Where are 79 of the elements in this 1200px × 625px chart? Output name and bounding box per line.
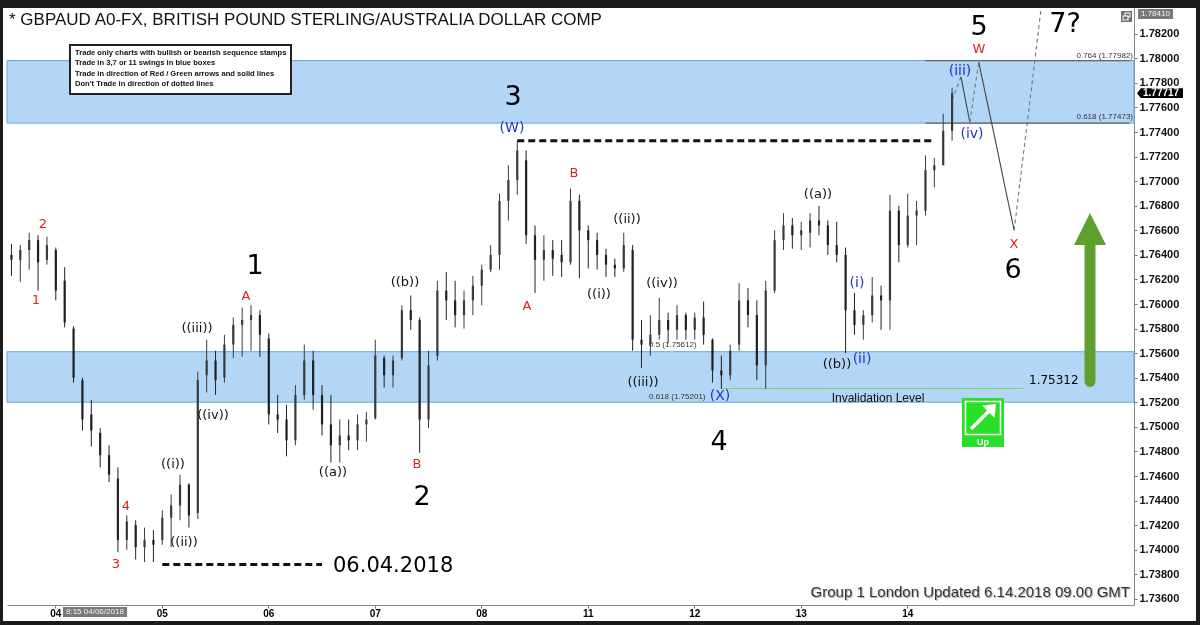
x-tick-label: 05 (156, 607, 169, 619)
annotation: (W) (499, 119, 525, 135)
annotation: (iii) (948, 62, 972, 78)
annotation: ((a)) (803, 185, 833, 201)
annotation: 5 (970, 9, 988, 41)
y-tick-label: 1.78200 (1139, 27, 1180, 40)
annotation: 06.04.2018 (333, 552, 454, 577)
annotation: 7? (1049, 6, 1081, 38)
annotation: (ii) (852, 350, 872, 366)
y-tick-label: 1.73800 (1139, 567, 1180, 580)
annotation: 0.764 (1.77982) (1076, 51, 1133, 60)
y-tick-label: 1.77600 (1139, 101, 1180, 113)
y-tick-label: 1.77000 (1139, 174, 1180, 187)
annotation: Group 1 London Updated 6.14.2018 09.00 GMT (810, 583, 1130, 600)
annotation: 2 (38, 215, 48, 231)
annotation: 0.618 (1.77473) (1076, 112, 1133, 121)
y-tick-label: 1.73600 (1139, 592, 1180, 605)
annotation: A (522, 297, 532, 313)
chart-title: * GBPAUD A0-FX, BRITISH POUND STERLING/AUSTRALIA DOLLAR COMP (9, 10, 602, 29)
annotation: 4 (710, 424, 728, 456)
annotation: W (972, 40, 986, 56)
annotation: ((a)) (318, 463, 348, 479)
y-tick-label: 1.77400 (1139, 125, 1180, 138)
annotation: X (1009, 235, 1019, 251)
y-tick-label: 1.76800 (1139, 199, 1180, 212)
y-tick-label: 1.76200 (1139, 272, 1180, 285)
annotation: 0.618 (1.75201) (649, 392, 706, 401)
annotation: 1 (31, 291, 41, 307)
y-tick-label: 1.74000 (1139, 543, 1180, 556)
y-tick-label: 1.78000 (1139, 51, 1180, 64)
annotation: B (569, 164, 579, 180)
annotation: 1 (246, 248, 264, 280)
annotation: ((iii)) (627, 373, 659, 389)
x-tick-label: 08 (476, 607, 488, 619)
text: 1.77717 (1137, 87, 1184, 99)
annotation: ((ii)) (613, 210, 641, 226)
y-tick-label: 1.75600 (1139, 346, 1180, 359)
annotation: B (412, 455, 422, 471)
annotation: ((iii)) (181, 319, 213, 335)
y-tick-label: 1.75000 (1139, 420, 1180, 433)
annotation: Up (976, 437, 990, 447)
y-tick-label: 1.75200 (1139, 395, 1180, 408)
annotation: ((iv)) (646, 274, 678, 290)
annotation: 2 (413, 479, 431, 511)
y-tick-label: 1.74400 (1139, 494, 1180, 507)
x-tick-label: 12 (689, 607, 701, 619)
annotation: ((i)) (587, 285, 611, 301)
annotation: Invalidation Level (831, 391, 925, 405)
y-tick-label: 1.74600 (1139, 469, 1180, 482)
y-tick-label: 1.76400 (1139, 248, 1180, 261)
annotation: (X) (709, 387, 731, 403)
y-tick-label: 1.74200 (1139, 518, 1180, 531)
annotation: (iv) (960, 125, 984, 141)
annotation: 3 (504, 79, 522, 111)
y-tick-label: 1.77800 (1139, 76, 1180, 89)
text: 8:15 04/06/2018 (63, 607, 127, 617)
y-tick-label: 1.76000 (1139, 297, 1180, 310)
annotation: ((i)) (161, 455, 185, 471)
y-tick-label: 1.76600 (1139, 223, 1180, 236)
x-tick-label: 13 (795, 607, 808, 619)
y-tick-label: 1.75800 (1139, 322, 1180, 335)
annotation: 3 (111, 555, 121, 571)
x-tick-label: 14 (902, 607, 914, 619)
x-tick-label: 11 (582, 607, 594, 619)
y-tick-label: 1.74800 (1139, 444, 1180, 457)
annotation: (i) (849, 274, 865, 290)
text: 1.78410 (1138, 9, 1173, 19)
annotation: ((b)) (822, 355, 852, 371)
annotation: A (241, 287, 251, 303)
x-tick-label: 07 (369, 607, 382, 619)
annotation: ((ii)) (170, 533, 198, 549)
annotation: 1.75312 (1029, 373, 1079, 387)
annotation: 6 (1004, 252, 1022, 284)
annotation: 4 (121, 497, 131, 513)
x-tick-label: 04 (50, 607, 62, 619)
y-tick-label: 1.77200 (1139, 150, 1180, 163)
y-tick-label: 1.75400 (1139, 371, 1180, 384)
x-tick-label: 06 (263, 607, 275, 619)
annotation: ((b)) (390, 273, 420, 289)
